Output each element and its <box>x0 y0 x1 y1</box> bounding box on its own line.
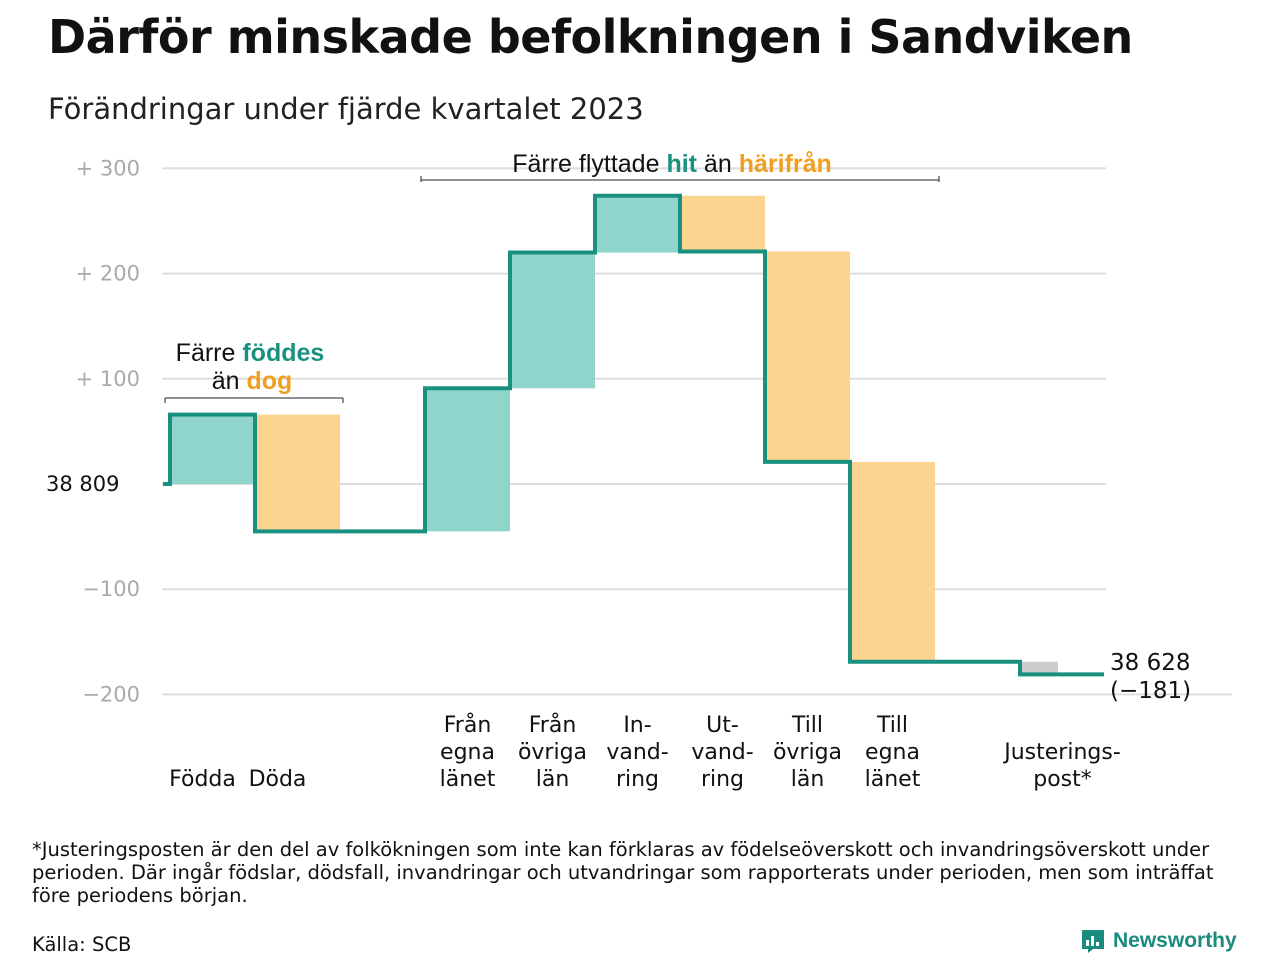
moves-annotation-emph: härifrån <box>739 150 832 178</box>
x-category-label: Till <box>791 713 823 738</box>
y-tick-label: −100 <box>82 577 140 601</box>
waterfall-bar <box>765 251 850 462</box>
x-category-label: egna <box>865 740 920 765</box>
x-category-label: vand- <box>606 740 668 765</box>
x-category-label: Från <box>444 712 492 738</box>
waterfall-bar <box>595 195 680 253</box>
x-category-label: In- <box>623 713 651 738</box>
baseline-value-label: 38 809 <box>46 472 119 496</box>
x-category-label: övriga <box>773 740 842 765</box>
moves-annotation-middle: än <box>697 150 739 178</box>
x-category-label: egna <box>440 740 495 765</box>
x-category-label: län <box>791 767 825 792</box>
births-annotation-prefix: Färre <box>176 339 243 367</box>
moves-annotation: Färre flyttade hit än härifrån <box>512 150 832 178</box>
x-category-label: länet <box>865 767 921 792</box>
brand-name: Newsworthy <box>1113 929 1237 952</box>
x-category-label: ring <box>616 767 659 792</box>
newsworthy-logo-icon <box>1082 930 1104 953</box>
waterfall-bar <box>170 414 255 484</box>
y-tick-label: −200 <box>82 682 140 706</box>
x-category-label: Födda <box>169 767 236 792</box>
waterfall-bar <box>680 195 765 252</box>
x-category-label: vand- <box>691 740 753 765</box>
x-category-label: Från <box>529 712 577 738</box>
y-tick-label: + 300 <box>76 156 140 180</box>
y-tick-label: + 200 <box>76 262 140 286</box>
waterfall-bar <box>1022 661 1058 675</box>
x-category-label: Döda <box>249 767 307 792</box>
x-category-label: länet <box>440 767 496 792</box>
x-category-label: län <box>536 767 570 792</box>
births-annotation-emph: dog <box>246 367 292 395</box>
x-category-label: ring <box>701 767 744 792</box>
moves-annotation-emph: hit <box>666 150 697 178</box>
brand-logo: Newsworthy <box>1080 928 1237 954</box>
x-category-label: Justerings- <box>1002 740 1121 765</box>
x-category-label: övriga <box>518 740 587 765</box>
end-change-label: (−181) <box>1110 678 1191 704</box>
moves-annotation-prefix: Färre flyttade <box>512 150 666 178</box>
waterfall-bar <box>510 252 595 389</box>
births-annotation-line1: Färre föddes <box>176 339 325 367</box>
births-annotation-prefix: än <box>212 367 247 395</box>
waterfall-bar <box>255 414 340 532</box>
waterfall-bar <box>850 461 935 662</box>
x-category-label: post* <box>1033 767 1092 792</box>
source-label: Källa: SCB <box>32 933 132 956</box>
chart-title: Därför minskade befolkningen i Sandviken <box>48 10 1133 64</box>
y-tick-label: + 100 <box>76 367 140 391</box>
footnote: *Justeringsposten är den del av folkökni… <box>32 838 1214 907</box>
births-annotation-emph: föddes <box>242 339 324 367</box>
chart-subtitle: Förändringar under fjärde kvartalet 2023 <box>48 92 644 126</box>
end-value-label: 38 628 <box>1110 650 1190 676</box>
waterfall-chart: + 300 + 200 + 100 −100 −200 38 809 38 628(−181… <box>46 150 1232 792</box>
births-annotation-line2: än dog <box>212 367 293 395</box>
waterfall-bar <box>425 388 510 532</box>
cumulative-step-line <box>163 193 1104 677</box>
x-category-label: Till <box>876 713 908 738</box>
x-category-label: Ut- <box>706 713 739 738</box>
